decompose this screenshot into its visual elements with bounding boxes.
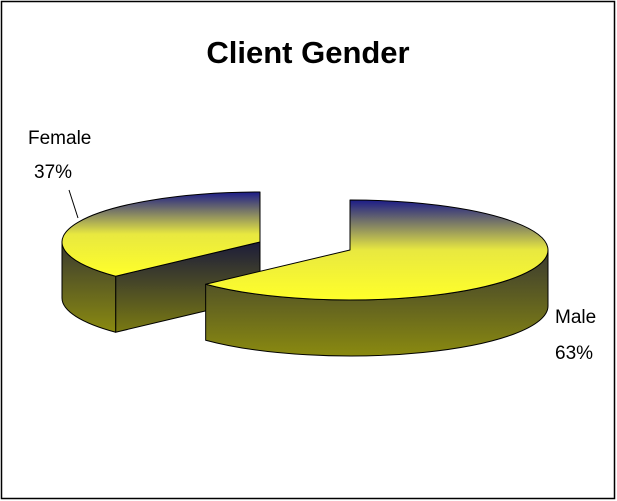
slice: [61, 191, 261, 277]
leader-line: [68, 189, 79, 219]
pie: [61, 191, 549, 357]
slice-label: Female 37%: [28, 128, 97, 183]
slice-label-value: 37%: [34, 162, 72, 183]
slice-label-name: Male: [555, 307, 596, 328]
chart-title: Client Gender: [206, 35, 409, 70]
slice-label-value: 63%: [555, 343, 593, 364]
slice-label-name: Female: [28, 128, 91, 149]
slice: [205, 199, 549, 301]
slice-label: Male 63%: [555, 307, 601, 364]
